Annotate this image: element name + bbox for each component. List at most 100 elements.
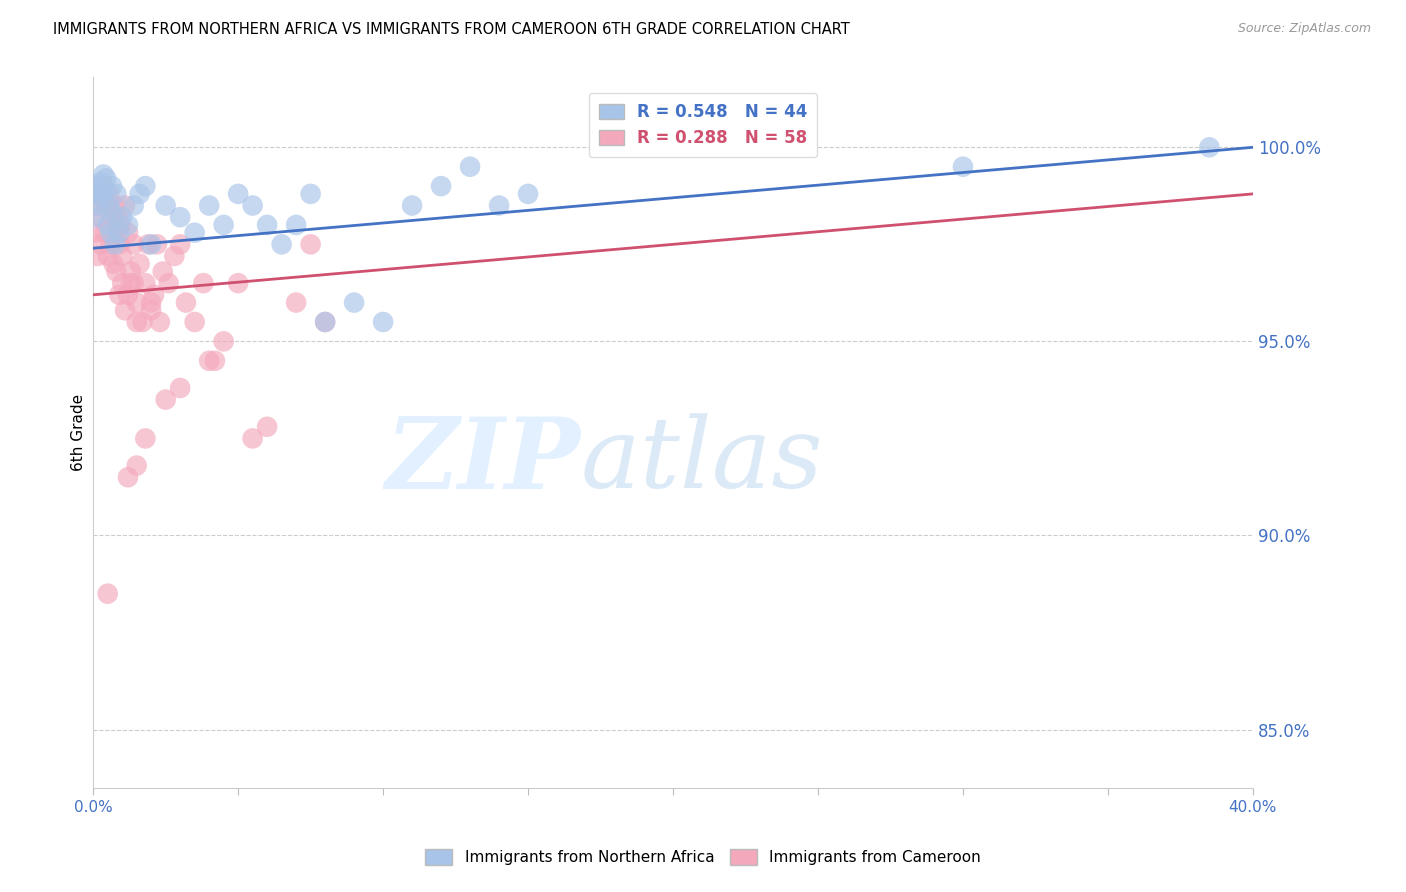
Point — [157, 276, 180, 290]
Y-axis label: 6th Grade: 6th Grade — [72, 394, 86, 471]
Point — [146, 237, 169, 252]
Point — [94, 183, 117, 197]
Point — [108, 287, 131, 301]
Point — [169, 381, 191, 395]
Point — [83, 210, 105, 224]
Point — [131, 315, 153, 329]
Point — [141, 295, 163, 310]
Point — [256, 419, 278, 434]
Point — [198, 353, 221, 368]
Point — [87, 186, 110, 201]
Point — [108, 237, 131, 252]
Point — [122, 198, 145, 212]
Point — [105, 226, 128, 240]
Point — [1198, 140, 1220, 154]
Point — [91, 179, 114, 194]
Point — [97, 587, 120, 601]
Point — [193, 276, 215, 290]
Point — [314, 315, 336, 329]
Point — [101, 179, 124, 194]
Point — [84, 186, 107, 201]
Point — [98, 198, 121, 212]
Point — [114, 303, 136, 318]
Point — [136, 237, 159, 252]
Point — [90, 191, 112, 205]
Point — [299, 186, 322, 201]
Point — [97, 218, 120, 232]
Legend: R = 0.548   N = 44, R = 0.288   N = 58: R = 0.548 N = 44, R = 0.288 N = 58 — [589, 93, 817, 157]
Point — [105, 186, 128, 201]
Point — [103, 257, 125, 271]
Point — [226, 276, 249, 290]
Point — [117, 287, 139, 301]
Point — [91, 168, 114, 182]
Point — [155, 198, 177, 212]
Point — [125, 458, 148, 473]
Text: Source: ZipAtlas.com: Source: ZipAtlas.com — [1237, 22, 1371, 36]
Point — [152, 264, 174, 278]
Point — [134, 432, 156, 446]
Point — [110, 218, 132, 232]
Point — [134, 276, 156, 290]
Point — [117, 226, 139, 240]
Point — [125, 315, 148, 329]
Point — [96, 198, 118, 212]
Point — [952, 160, 974, 174]
Point — [226, 186, 249, 201]
Point — [343, 295, 366, 310]
Point — [285, 218, 308, 232]
Point — [371, 315, 394, 329]
Point — [101, 210, 124, 224]
Point — [122, 276, 145, 290]
Point — [141, 303, 163, 318]
Point — [128, 186, 150, 201]
Point — [270, 237, 292, 252]
Point — [458, 160, 481, 174]
Point — [111, 276, 134, 290]
Point — [517, 186, 540, 201]
Point — [94, 226, 117, 240]
Point — [256, 218, 278, 232]
Point — [149, 315, 172, 329]
Point — [212, 334, 235, 349]
Point — [84, 198, 107, 212]
Point — [100, 237, 122, 252]
Point — [104, 237, 127, 252]
Point — [86, 179, 108, 194]
Text: atlas: atlas — [581, 413, 823, 508]
Point — [134, 179, 156, 194]
Point — [401, 198, 423, 212]
Text: ZIP: ZIP — [385, 413, 581, 509]
Point — [114, 198, 136, 212]
Point — [104, 198, 127, 212]
Point — [89, 237, 111, 252]
Point — [105, 264, 128, 278]
Point — [111, 210, 134, 224]
Point — [174, 295, 197, 310]
Point — [163, 249, 186, 263]
Point — [128, 257, 150, 271]
Point — [169, 210, 191, 224]
Point — [86, 249, 108, 263]
Point — [122, 237, 145, 252]
Point — [120, 264, 142, 278]
Point — [488, 198, 510, 212]
Point — [100, 226, 122, 240]
Point — [108, 226, 131, 240]
Point — [111, 249, 134, 263]
Point — [183, 226, 205, 240]
Point — [212, 218, 235, 232]
Point — [285, 295, 308, 310]
Point — [314, 315, 336, 329]
Point — [98, 186, 121, 201]
Point — [242, 198, 264, 212]
Point — [430, 179, 453, 194]
Point — [143, 287, 166, 301]
Point — [90, 210, 112, 224]
Point — [169, 237, 191, 252]
Point — [87, 198, 110, 212]
Point — [103, 206, 125, 220]
Point — [107, 210, 129, 224]
Point — [198, 198, 221, 212]
Point — [117, 470, 139, 484]
